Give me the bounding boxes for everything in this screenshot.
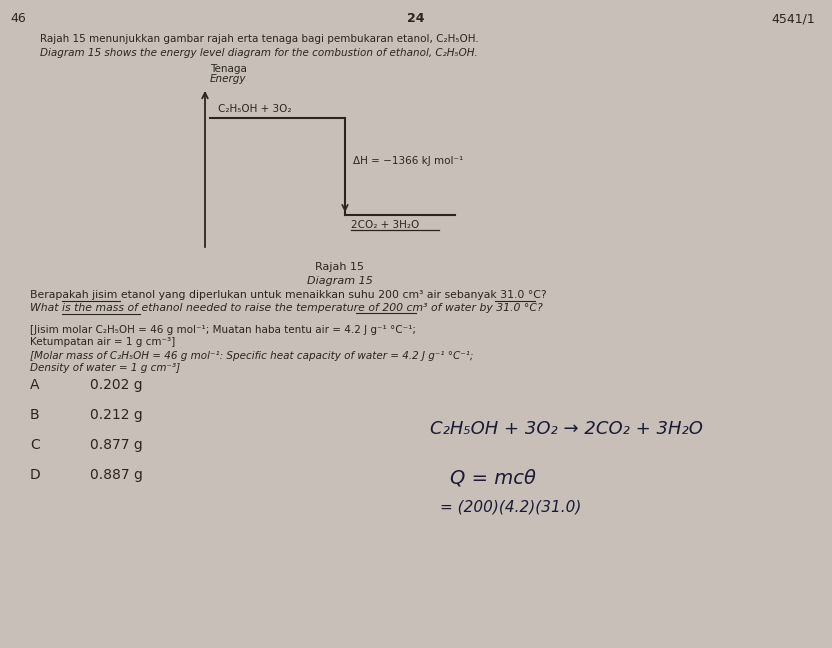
Text: Energy: Energy (210, 74, 246, 84)
Text: 2CO₂ + 3H₂O: 2CO₂ + 3H₂O (351, 220, 419, 230)
Text: [Molar mass of C₂H₅OH = 46 g mol⁻¹: Specific heat capacity of water = 4.2 J g⁻¹ : [Molar mass of C₂H₅OH = 46 g mol⁻¹: Spec… (30, 351, 473, 361)
Text: Ketumpatan air = 1 g cm⁻³]: Ketumpatan air = 1 g cm⁻³] (30, 337, 176, 347)
Text: C: C (30, 438, 40, 452)
Text: D: D (30, 468, 41, 482)
Text: 0.202 g: 0.202 g (90, 378, 142, 392)
Text: 4541/1: 4541/1 (771, 12, 815, 25)
Text: B: B (30, 408, 40, 422)
Text: Tenaga: Tenaga (210, 64, 247, 74)
Text: Q = mcθ: Q = mcθ (450, 468, 536, 487)
Text: Diagram 15 shows the energy level diagram for the combustion of ethanol, C₂H₅OH.: Diagram 15 shows the energy level diagra… (40, 48, 478, 58)
Text: Rajah 15 menunjukkan gambar rajah erta tenaga bagi pembukaran etanol, C₂H₅OH.: Rajah 15 menunjukkan gambar rajah erta t… (40, 34, 478, 44)
Text: 0.212 g: 0.212 g (90, 408, 143, 422)
Text: [Jisim molar C₂H₅OH = 46 g mol⁻¹; Muatan haba tentu air = 4.2 J g⁻¹ °C⁻¹;: [Jisim molar C₂H₅OH = 46 g mol⁻¹; Muatan… (30, 325, 416, 335)
Text: C₂H₅OH + 3O₂: C₂H₅OH + 3O₂ (218, 104, 291, 114)
Text: ΔH = −1366 kJ mol⁻¹: ΔH = −1366 kJ mol⁻¹ (353, 156, 463, 165)
Text: C₂H₅OH + 3O₂ → 2CO₂ + 3H₂O: C₂H₅OH + 3O₂ → 2CO₂ + 3H₂O (430, 420, 703, 438)
Text: 46: 46 (10, 12, 26, 25)
Text: = (200)(4.2)(31.0): = (200)(4.2)(31.0) (440, 500, 582, 515)
Text: 0.877 g: 0.877 g (90, 438, 143, 452)
Text: Density of water = 1 g cm⁻³]: Density of water = 1 g cm⁻³] (30, 363, 180, 373)
Text: What is the mass of ethanol needed to raise the temperature of 200 cm³ of water : What is the mass of ethanol needed to ra… (30, 303, 542, 313)
Text: 0.887 g: 0.887 g (90, 468, 143, 482)
Text: Diagram 15: Diagram 15 (307, 276, 373, 286)
Text: 24: 24 (407, 12, 425, 25)
Text: Rajah 15: Rajah 15 (315, 262, 364, 272)
Text: Berapakah jisim etanol yang diperlukan untuk menaikkan suhu 200 cm³ air sebanyak: Berapakah jisim etanol yang diperlukan u… (30, 290, 547, 300)
Text: A: A (30, 378, 39, 392)
